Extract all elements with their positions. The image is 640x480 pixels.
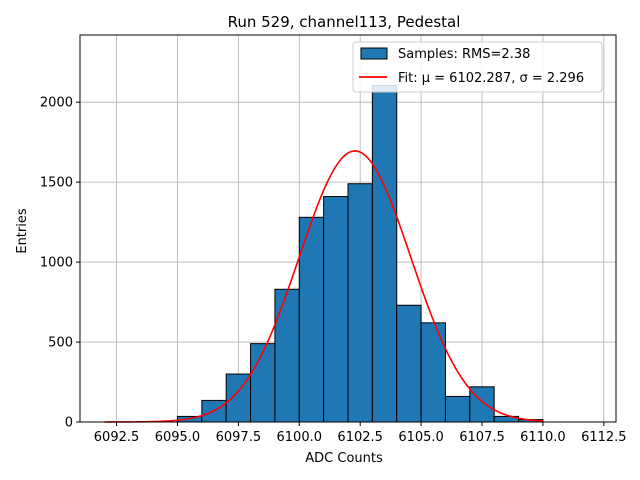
y-tick-label: 2000 <box>40 96 73 111</box>
y-tick-label: 500 <box>48 336 73 351</box>
y-tick-label: 1000 <box>40 256 73 271</box>
y-axis-label: Entries <box>15 208 30 254</box>
legend-label-samples: Samples: RMS=2.38 <box>398 47 530 62</box>
legend-box <box>352 41 603 93</box>
x-tick-label: 6105.0 <box>398 430 444 445</box>
fit-curve-group <box>104 150 543 423</box>
x-tick-label: 6097.5 <box>216 430 262 445</box>
histogram-bar <box>371 84 398 423</box>
histogram-bar <box>420 322 446 423</box>
x-tick-label: 6100.0 <box>277 430 323 445</box>
fit-curve <box>104 150 543 423</box>
x-tick-label: 6092.5 <box>94 430 140 445</box>
x-tick-label: 6110.0 <box>520 430 566 445</box>
legend-swatch-samples <box>360 47 388 60</box>
x-axis-ticks: 6092.5 6095.0 6097.5 6100.0 6102.5 6105.0 6107… <box>94 422 627 445</box>
legend-label-fit: Fit: μ = 6102.287, σ = 2.296 <box>398 71 584 86</box>
x-axis-label: ADC Counts <box>305 451 383 466</box>
histogram-bar <box>323 196 349 423</box>
x-tick-label: 6107.5 <box>459 430 505 445</box>
y-tick-label: 0 <box>65 416 73 431</box>
legend: Samples: RMS=2.38 Fit: μ = 6102.287, σ =… <box>352 41 603 93</box>
x-tick-label: 6095.0 <box>155 430 201 445</box>
plot-frame <box>79 34 617 423</box>
chart-title: Run 529, channel113, Pedestal <box>228 13 461 31</box>
histogram-bar <box>444 395 471 423</box>
histogram-bar <box>250 343 276 423</box>
x-tick-label: 6112.5 <box>581 430 627 445</box>
histogram-bar <box>347 183 373 423</box>
x-tick-label: 6102.5 <box>337 430 383 445</box>
histogram-bar <box>274 288 300 423</box>
y-axis-ticks: 0 500 1000 1500 2000 <box>40 96 80 431</box>
histogram-bar <box>396 304 422 423</box>
y-tick-label: 1500 <box>40 176 73 191</box>
